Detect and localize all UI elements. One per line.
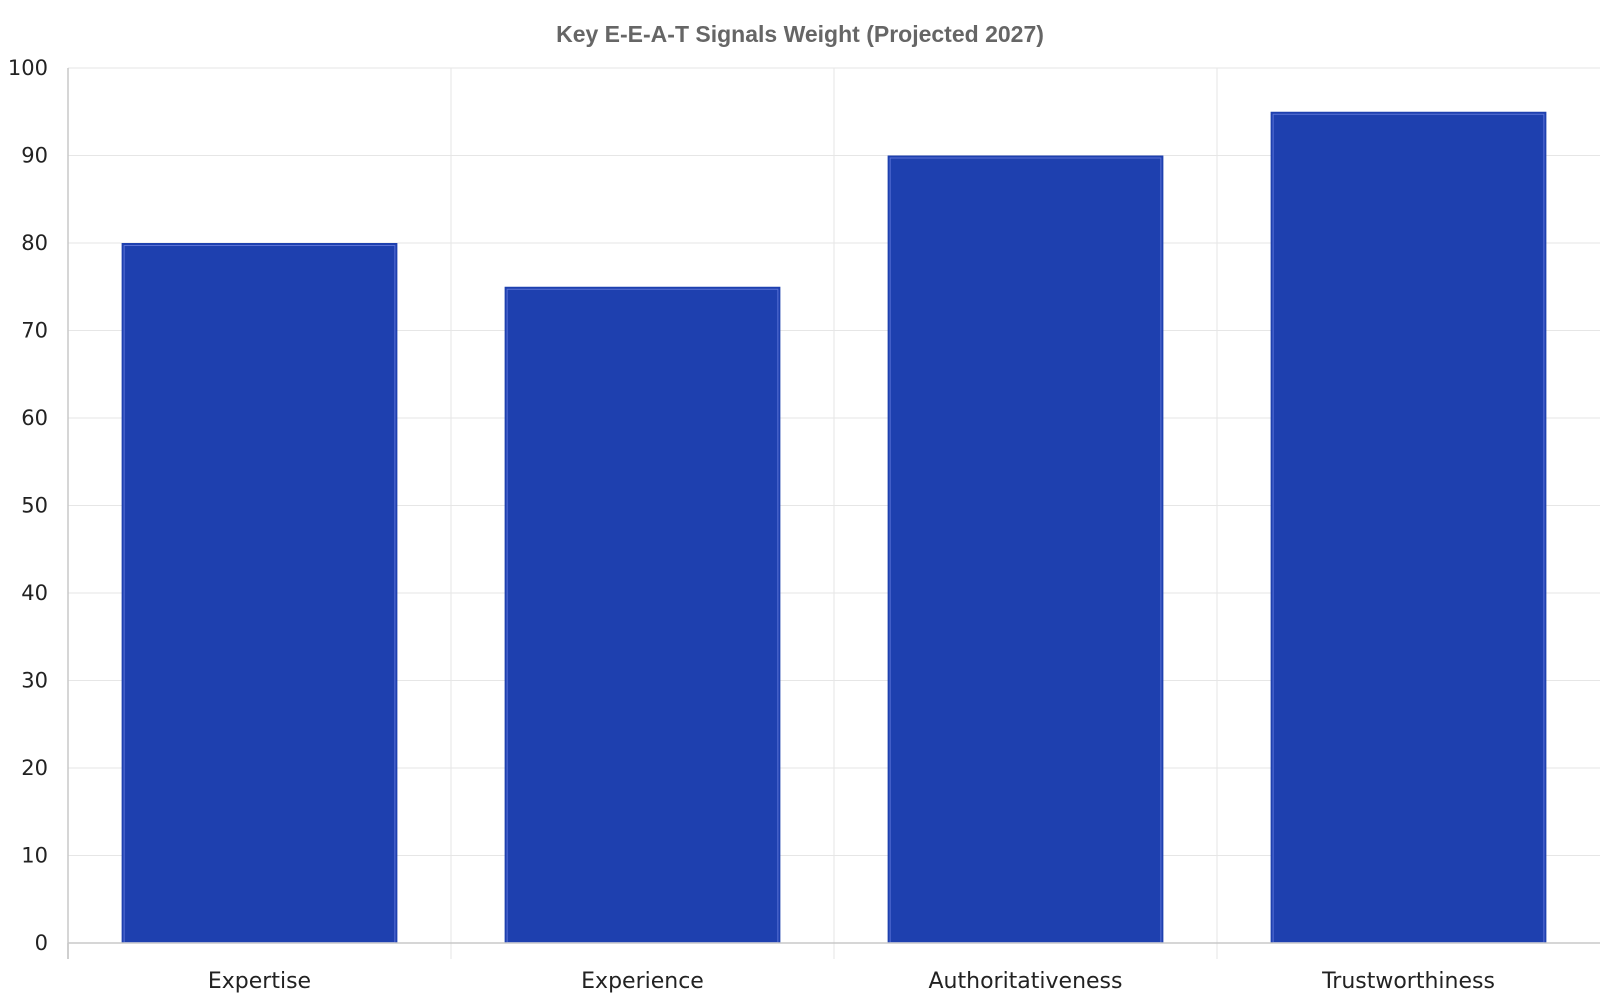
- y-tick-label: 30: [21, 669, 48, 693]
- x-tick-label: Authoritativeness: [929, 969, 1123, 994]
- axes: [67, 68, 1600, 959]
- y-tick-label: 70: [21, 319, 48, 343]
- bar: [121, 243, 398, 943]
- y-tick-label: 40: [21, 581, 48, 605]
- y-tick-label: 80: [21, 231, 48, 255]
- x-tick-label: Trustworthiness: [1321, 969, 1495, 994]
- chart-title: Key E-E-A-T Signals Weight (Projected 20…: [556, 21, 1044, 47]
- bar-trustworthiness: [1270, 111, 1547, 943]
- x-axis-labels: Expertise Experience Authoritativeness Trus…: [208, 969, 1495, 994]
- y-tick-label: 90: [21, 144, 48, 168]
- y-tick-label: 50: [21, 494, 48, 518]
- y-tick-label: 20: [21, 756, 48, 780]
- bar: [1270, 111, 1547, 943]
- x-tick-label: Experience: [581, 969, 704, 994]
- y-axis-ticks: 0 10 20 30 40 50 60 70 80 90 100: [8, 56, 48, 955]
- y-tick-label: 0: [35, 931, 48, 955]
- bar: [504, 286, 781, 943]
- bar-expertise: [121, 243, 398, 943]
- y-tick-label: 100: [8, 56, 48, 80]
- y-tick-label: 10: [21, 844, 48, 868]
- x-tick-label: Expertise: [208, 969, 311, 994]
- bar-experience: [504, 286, 781, 943]
- y-tick-label: 60: [21, 406, 48, 430]
- bar: [887, 155, 1164, 943]
- bar-authoritativeness: [887, 155, 1164, 943]
- bars: [121, 111, 1547, 943]
